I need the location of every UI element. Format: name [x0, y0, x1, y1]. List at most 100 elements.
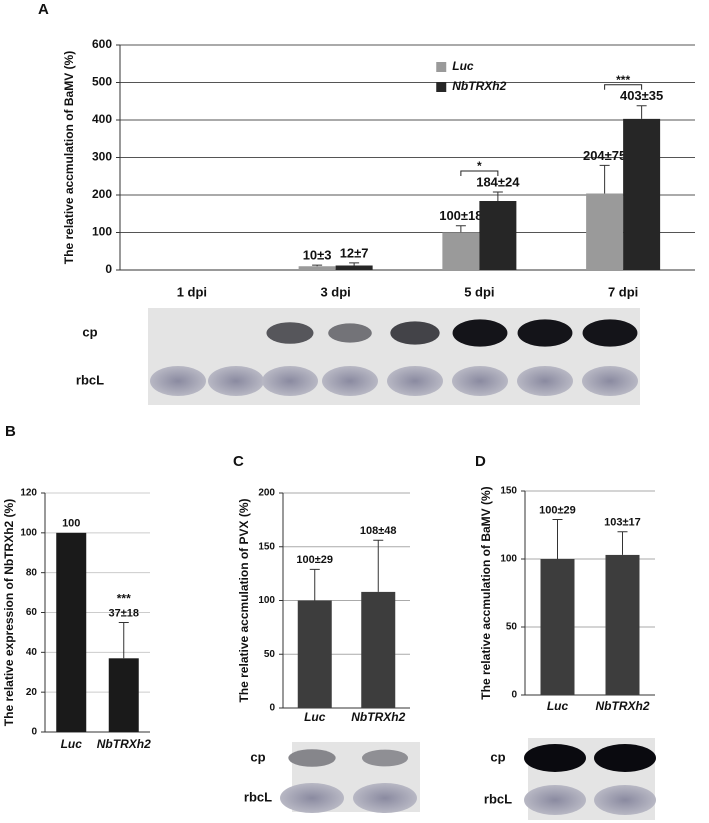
value-label: 100±18	[439, 208, 482, 223]
y-tick-label: 600	[92, 37, 112, 51]
rbcl-band	[353, 783, 417, 813]
y-tick-label: 80	[26, 567, 38, 578]
y-tick-label: 100	[500, 554, 517, 565]
y-tick-label: 500	[92, 75, 112, 89]
y-axis-label: The relative accmulation of BaMV (%)	[479, 486, 493, 699]
value-label: 10±3	[303, 248, 332, 263]
y-tick-label: 200	[92, 187, 112, 201]
cp-band	[390, 321, 440, 345]
bar	[361, 591, 396, 708]
x-tick-label: Luc	[304, 710, 326, 724]
rbcl-band	[262, 366, 318, 396]
error-bar	[492, 191, 503, 201]
cp-band	[361, 749, 409, 767]
value-label: 100	[62, 518, 80, 530]
x-tick-label: NbTRXh2	[97, 737, 151, 751]
y-tick-label: 60	[26, 607, 38, 618]
panel-label: B	[5, 423, 16, 440]
blot-label: rbcL	[76, 372, 104, 387]
cp-band	[582, 319, 638, 347]
panel-label: A	[38, 1, 49, 18]
blot-label: rbcL	[484, 791, 512, 806]
significance-mark: ***	[117, 592, 131, 606]
blot-label: cp	[490, 749, 505, 764]
bar	[335, 265, 373, 270]
rbcl-band	[280, 783, 344, 813]
bar	[442, 232, 480, 270]
error-bar	[373, 539, 384, 592]
blot-label: rbcL	[244, 789, 272, 804]
error-bar	[599, 164, 610, 194]
bar	[298, 266, 336, 270]
cp-band	[288, 749, 336, 767]
legend-label: Luc	[452, 59, 474, 73]
significance-mark: ***	[616, 73, 630, 87]
y-tick-label: 100	[20, 527, 37, 538]
bar	[297, 600, 332, 708]
x-tick-label: 1 dpi	[177, 284, 207, 299]
y-tick-label: 100	[92, 225, 112, 239]
rbcl-band	[594, 785, 656, 815]
value-label: 37±18	[108, 607, 139, 619]
blot-label: cp	[250, 749, 265, 764]
value-label: 103±17	[604, 517, 641, 529]
cp-band	[452, 319, 508, 347]
bar	[540, 559, 575, 695]
y-tick-label: 0	[269, 703, 275, 714]
error-bar	[552, 519, 563, 559]
significance-bracket	[604, 84, 643, 90]
y-tick-label: 200	[258, 488, 275, 499]
x-tick-label: NbTRXh2	[596, 699, 650, 713]
y-axis-label: The relative accmulation of PVX (%)	[237, 498, 251, 702]
error-bar	[118, 621, 129, 659]
y-axis-label: The relative expression of NbTRXh2 (%)	[2, 499, 16, 726]
value-label: 100±29	[539, 504, 576, 516]
value-label: 204±75	[583, 148, 626, 163]
bar	[605, 554, 640, 695]
bar	[108, 658, 139, 732]
rbcl-band	[150, 366, 206, 396]
x-tick-label: 3 dpi	[320, 284, 350, 299]
cp-band	[517, 319, 573, 347]
cp-band	[524, 744, 586, 772]
rbcl-band	[452, 366, 508, 396]
bar	[586, 193, 624, 270]
y-tick-label: 400	[92, 112, 112, 126]
x-tick-label: 5 dpi	[464, 284, 494, 299]
x-tick-label: Luc	[61, 737, 83, 751]
error-bar	[312, 264, 323, 267]
blot-label: cp	[82, 324, 97, 339]
error-bar	[455, 225, 466, 233]
significance-bracket	[460, 170, 499, 176]
y-tick-label: 20	[26, 687, 38, 698]
value-label: 184±24	[476, 174, 520, 189]
y-axis-label: The relative accmulation of BaMV (%)	[62, 51, 76, 264]
error-bar	[349, 262, 360, 266]
y-tick-label: 0	[511, 690, 517, 701]
rbcl-band	[524, 785, 586, 815]
y-tick-label: 150	[258, 541, 275, 552]
legend-swatch	[436, 82, 447, 92]
error-bar	[309, 568, 320, 601]
panel-label: C	[233, 453, 244, 470]
y-tick-label: 300	[92, 150, 112, 164]
bar	[56, 532, 87, 732]
x-tick-label: 7 dpi	[608, 284, 638, 299]
cp-band	[328, 323, 372, 343]
cp-band	[594, 744, 656, 772]
y-tick-label: 0	[105, 262, 112, 276]
y-tick-label: 40	[26, 647, 38, 658]
x-tick-label: NbTRXh2	[351, 710, 405, 724]
panel-label: D	[475, 453, 486, 470]
y-tick-label: 50	[264, 649, 276, 660]
y-tick-label: 50	[506, 622, 518, 633]
x-tick-label: Luc	[547, 699, 569, 713]
rbcl-band	[582, 366, 638, 396]
error-bar	[636, 105, 647, 119]
y-tick-label: 150	[500, 486, 517, 497]
rbcl-band	[387, 366, 443, 396]
y-tick-label: 120	[20, 488, 37, 499]
significance-mark: *	[477, 159, 482, 173]
error-bar	[617, 531, 628, 555]
